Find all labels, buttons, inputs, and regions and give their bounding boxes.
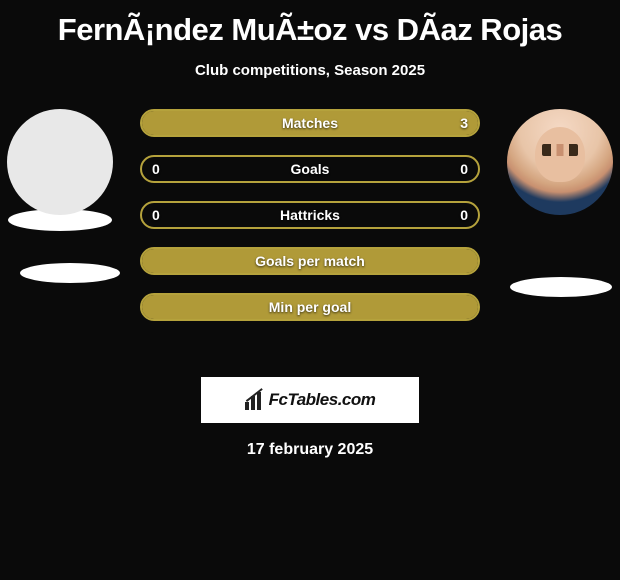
logo-text: FcTables.com (269, 390, 376, 410)
stat-label: Matches (142, 111, 478, 135)
stat-bar-goals: 0 Goals 0 (140, 155, 480, 183)
stat-label: Min per goal (142, 295, 478, 319)
page-title: FernÃ¡ndez MuÃ±oz vs DÃ­az Rojas (0, 0, 620, 48)
stat-value-right: 0 (460, 203, 468, 227)
stat-bar-hattricks: 0 Hattricks 0 (140, 201, 480, 229)
player2-club-badge (510, 277, 612, 297)
stat-bars: Matches 3 0 Goals 0 0 Hattricks 0 Goals … (140, 109, 480, 339)
stat-bar-goals-per-match: Goals per match (140, 247, 480, 275)
stat-label: Hattricks (142, 203, 478, 227)
site-logo[interactable]: FcTables.com (201, 377, 419, 423)
comparison-panel: Matches 3 0 Goals 0 0 Hattricks 0 Goals … (0, 109, 620, 369)
stat-label: Goals (142, 157, 478, 181)
page-subtitle: Club competitions, Season 2025 (0, 62, 620, 79)
stat-label: Goals per match (142, 249, 478, 273)
player1-club-badge-2 (20, 263, 120, 283)
snapshot-date: 17 february 2025 (0, 441, 620, 459)
player1-column (0, 109, 120, 283)
bar-chart-icon (245, 390, 265, 410)
player2-avatar (507, 109, 613, 215)
stat-value-right: 3 (460, 111, 468, 135)
stat-bar-min-per-goal: Min per goal (140, 293, 480, 321)
stat-value-right: 0 (460, 157, 468, 181)
stat-bar-matches: Matches 3 (140, 109, 480, 137)
player2-column (500, 109, 620, 297)
player1-avatar (7, 109, 113, 215)
